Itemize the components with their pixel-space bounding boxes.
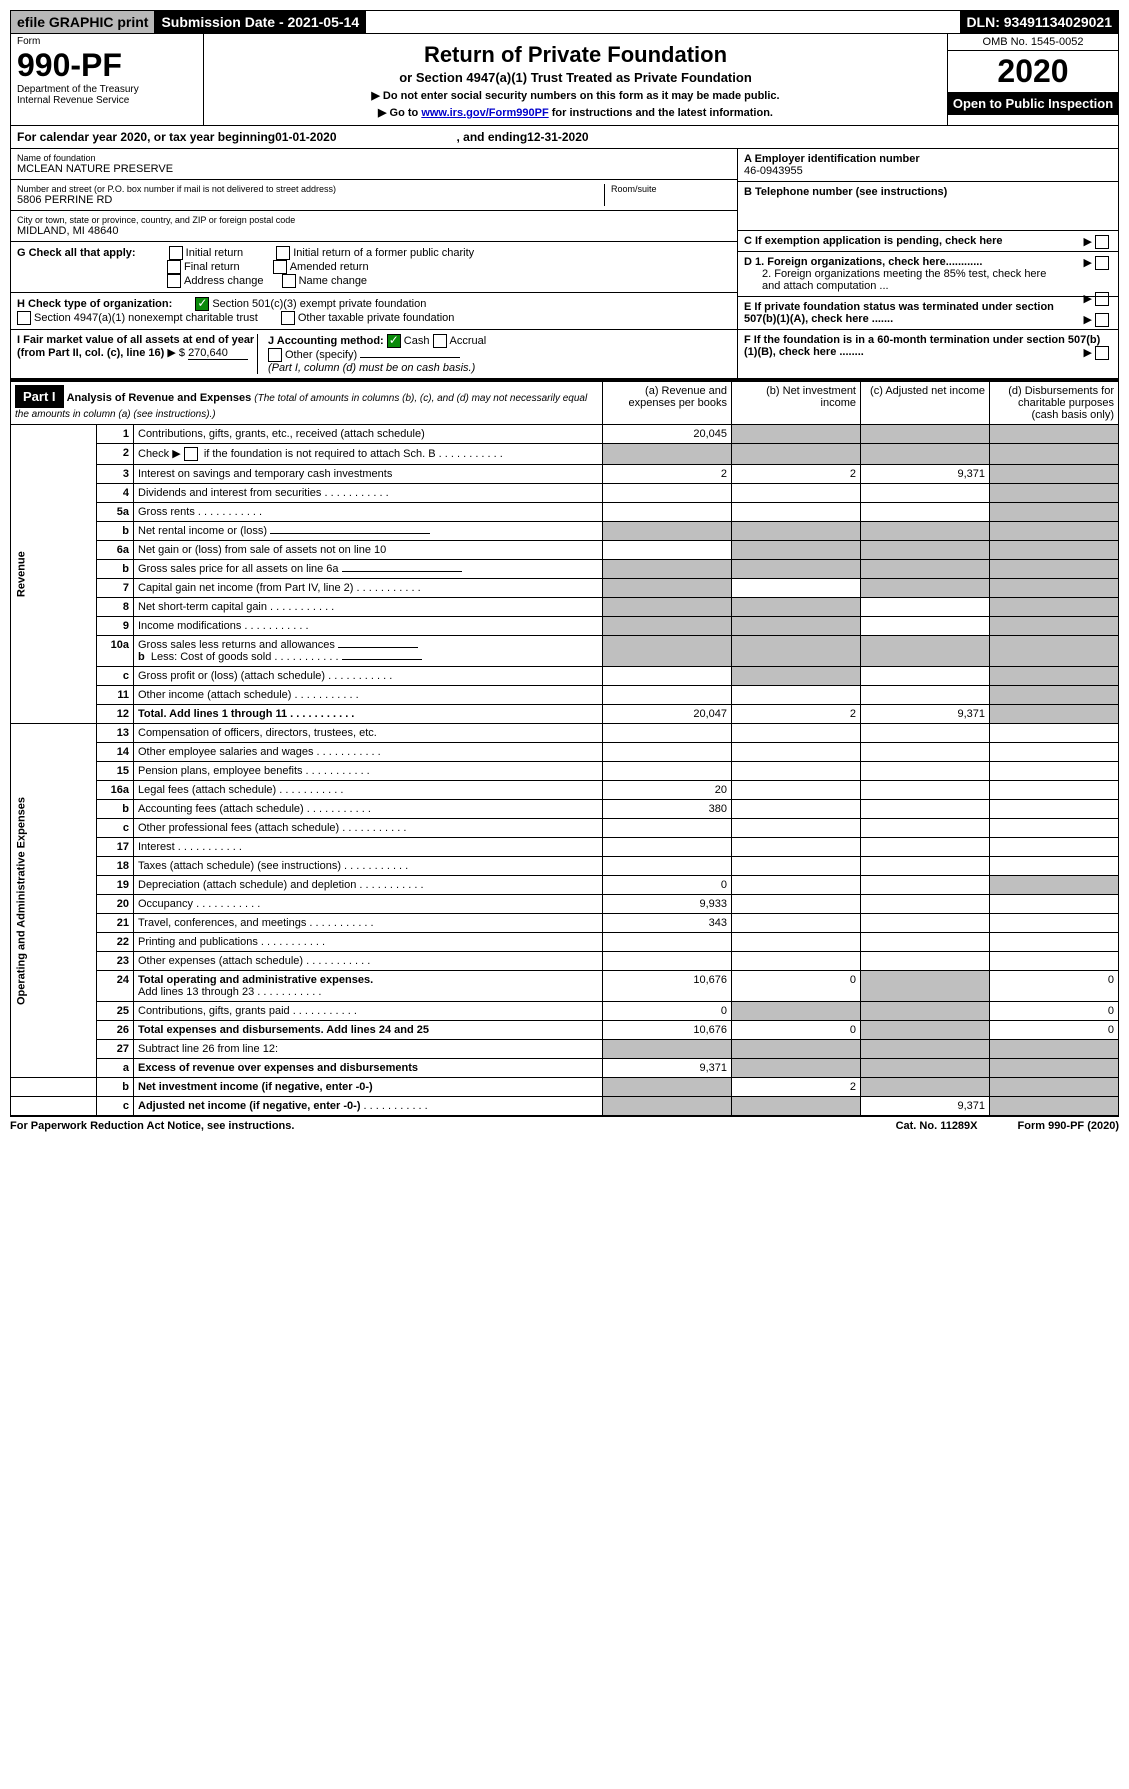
- form-subtitle: or Section 4947(a)(1) Trust Treated as P…: [210, 70, 941, 85]
- expenses-vlabel: Operating and Administrative Expenses: [11, 724, 97, 1078]
- g-name-change[interactable]: [282, 274, 296, 288]
- g-section: G Check all that apply: Initial return I…: [11, 242, 737, 293]
- footer-cat: Cat. No. 11289X: [896, 1120, 978, 1132]
- form-header: Form 990-PF Department of the Treasury I…: [10, 34, 1119, 126]
- dln: DLN: 93491134029021: [960, 11, 1118, 33]
- f-check[interactable]: [1095, 346, 1109, 360]
- efile-btn[interactable]: efile GRAPHIC print: [11, 11, 155, 33]
- top-bar: efile GRAPHIC print Submission Date - 20…: [10, 10, 1119, 34]
- tax-year: 2020: [948, 51, 1118, 92]
- analysis-table: Part I Analysis of Revenue and Expenses …: [10, 379, 1119, 1116]
- g-amended[interactable]: [273, 260, 287, 274]
- h-other-tax[interactable]: [281, 311, 295, 325]
- note-goto: ▶ Go to www.irs.gov/Form990PF for instru…: [210, 106, 941, 119]
- form-label: Form: [17, 36, 197, 47]
- part1-hdr: Part I: [15, 385, 64, 408]
- g-addr-change[interactable]: [167, 274, 181, 288]
- submission-date: Submission Date - 2021-05-14: [155, 11, 366, 33]
- name-label: Name of foundation: [17, 153, 731, 163]
- addr-label: Number and street (or P.O. box number if…: [17, 184, 604, 194]
- e-check[interactable]: [1095, 313, 1109, 327]
- j-note: (Part I, column (d) must be on cash basi…: [268, 362, 475, 374]
- irs-link[interactable]: www.irs.gov/Form990PF: [421, 107, 548, 119]
- form-number: 990-PF: [17, 47, 197, 84]
- a-label: A Employer identification number: [744, 153, 1112, 165]
- omb: OMB No. 1545-0052: [948, 34, 1118, 51]
- h-section: H Check type of organization: Section 50…: [11, 293, 737, 330]
- calendar-year: For calendar year 2020, or tax year begi…: [11, 126, 1118, 149]
- col-d-hdr: (d) Disbursements for charitable purpose…: [990, 381, 1119, 425]
- g-initial-former[interactable]: [276, 246, 290, 260]
- f-row: F If the foundation is in a 60-month ter…: [738, 330, 1118, 362]
- c-check[interactable]: [1095, 235, 1109, 249]
- note-ssn: ▶ Do not enter social security numbers o…: [210, 89, 941, 102]
- g-initial[interactable]: [169, 246, 183, 260]
- foundation-name: MCLEAN NATURE PRESERVE: [17, 163, 731, 175]
- d2-check[interactable]: [1095, 292, 1109, 306]
- h-501c3[interactable]: [195, 297, 209, 311]
- open-inspect: Open to Public Inspection: [948, 92, 1118, 115]
- room-label: Room/suite: [611, 184, 731, 194]
- footer-form: Form 990-PF (2020): [1018, 1120, 1119, 1132]
- g-final[interactable]: [167, 260, 181, 274]
- ein: 46-0943955: [744, 165, 1112, 177]
- col-a-hdr: (a) Revenue and expenses per books: [603, 381, 732, 425]
- e-row: E If private foundation status was termi…: [738, 297, 1118, 330]
- h-4947[interactable]: [17, 311, 31, 325]
- city-label: City or town, state or province, country…: [17, 215, 731, 225]
- col-b-hdr: (b) Net investment income: [732, 381, 861, 425]
- footer-left: For Paperwork Reduction Act Notice, see …: [10, 1120, 294, 1132]
- j-accrual[interactable]: [433, 334, 447, 348]
- dept: Department of the Treasury: [17, 84, 197, 95]
- c-row: C If exemption application is pending, c…: [738, 231, 1118, 252]
- j-cash[interactable]: [387, 334, 401, 348]
- i-value: 270,640: [188, 347, 248, 360]
- d-row: D 1. Foreign organizations, check here..…: [738, 252, 1118, 297]
- j-other[interactable]: [268, 348, 282, 362]
- entity-section: For calendar year 2020, or tax year begi…: [10, 126, 1119, 379]
- irs: Internal Revenue Service: [17, 95, 197, 106]
- col-c-hdr: (c) Adjusted net income: [861, 381, 990, 425]
- form-title: Return of Private Foundation: [210, 42, 941, 68]
- b-label: B Telephone number (see instructions): [744, 186, 1112, 198]
- schb-check[interactable]: [184, 447, 198, 461]
- city: MIDLAND, MI 48640: [17, 225, 731, 237]
- d1-check[interactable]: [1095, 256, 1109, 270]
- part1-title: Analysis of Revenue and Expenses: [67, 392, 252, 404]
- address: 5806 PERRINE RD: [17, 194, 604, 206]
- footer: For Paperwork Reduction Act Notice, see …: [10, 1116, 1119, 1132]
- revenue-vlabel: Revenue: [11, 425, 97, 724]
